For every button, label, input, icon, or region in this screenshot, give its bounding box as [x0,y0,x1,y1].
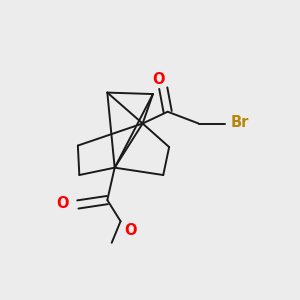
Text: O: O [56,196,69,211]
Text: O: O [124,223,136,238]
Text: Br: Br [230,115,249,130]
Text: O: O [153,72,165,87]
